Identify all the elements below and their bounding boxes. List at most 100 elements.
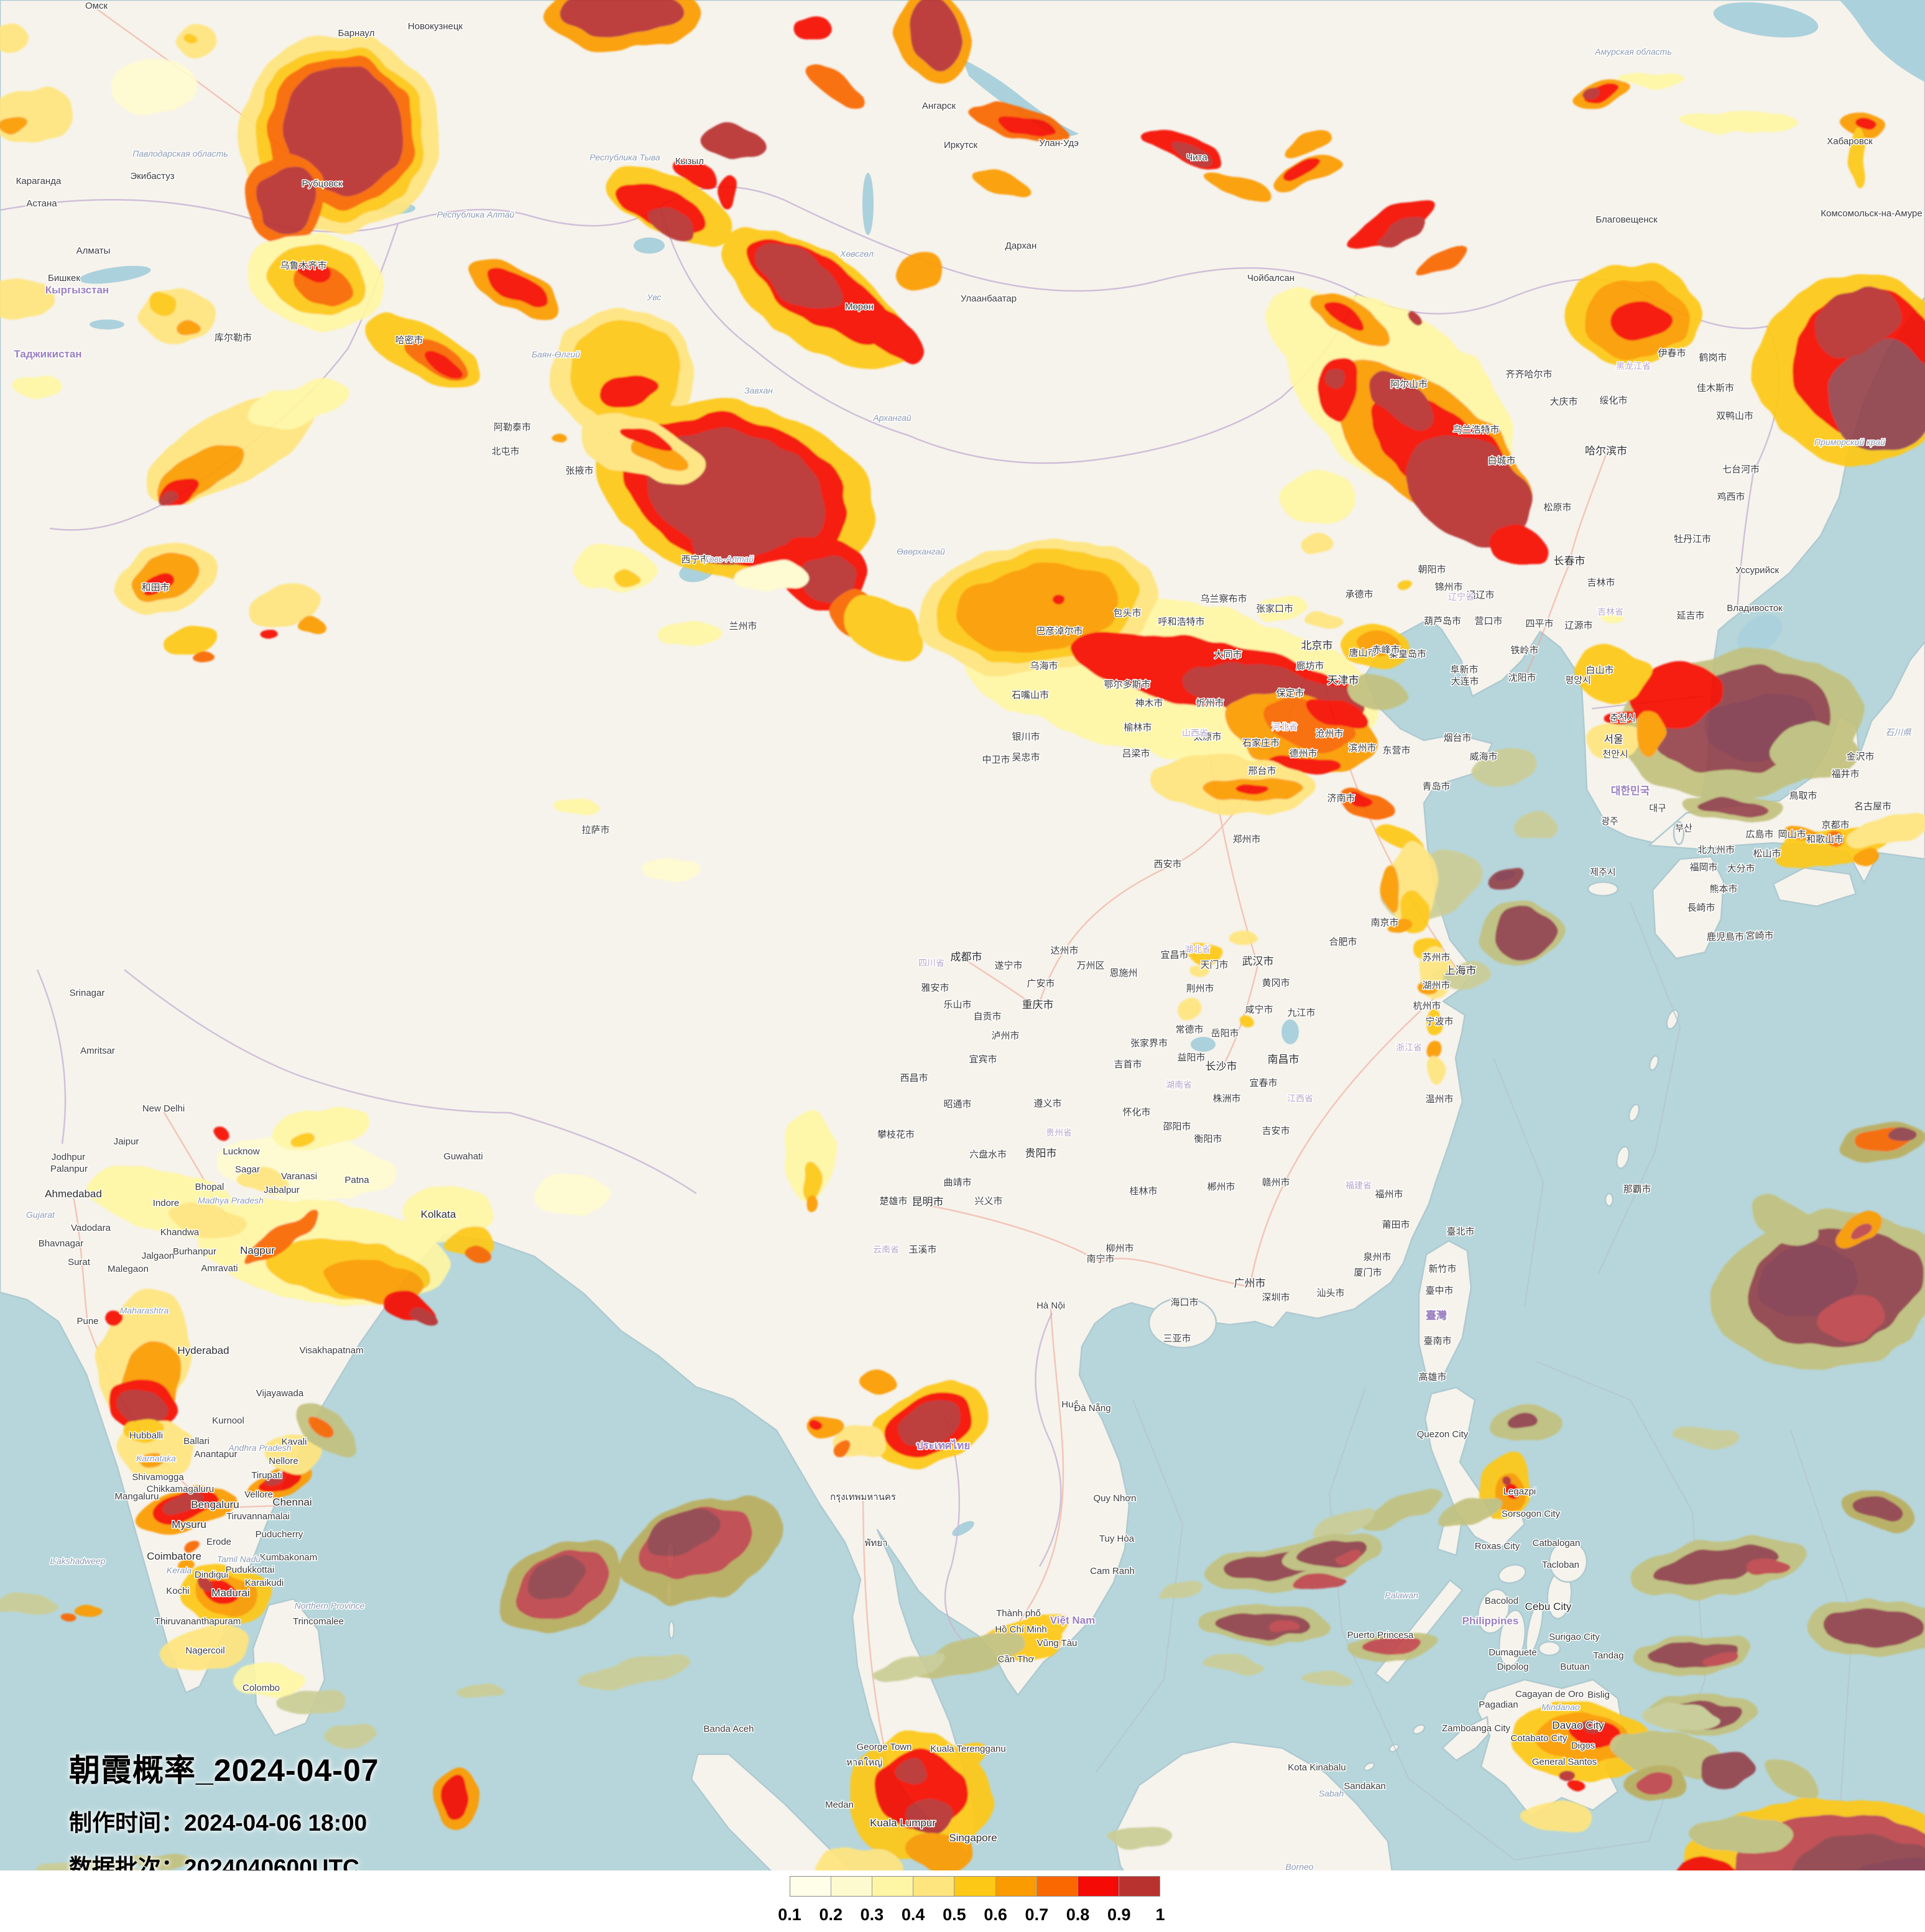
heat-blob — [953, 1741, 990, 1765]
map-label: 石川県 — [1885, 727, 1912, 737]
heat-blob — [1425, 1006, 1441, 1033]
map-label: 桂林市 — [1129, 1186, 1157, 1197]
heat-blob — [872, 1652, 946, 1682]
heat-blob — [1266, 1621, 1298, 1634]
map-label: 七台河市 — [1722, 464, 1760, 475]
map-label: Ангарск — [922, 101, 956, 111]
heat-blob — [257, 165, 317, 233]
map-label: 哈密市 — [395, 335, 423, 346]
map-label: 吉林省 — [1597, 607, 1623, 617]
heat-blob — [1829, 343, 1925, 453]
heat-blob — [1349, 200, 1436, 247]
map-label: 济南市 — [1327, 793, 1355, 804]
map-label: 대구 — [1649, 803, 1666, 814]
map-label: Владивосток — [1727, 603, 1783, 614]
heat-blob — [264, 1472, 285, 1486]
heat-blob — [1306, 614, 1343, 629]
heat-blob — [1367, 370, 1433, 428]
map-label: Хөвсгөл — [839, 249, 874, 259]
heat-blob — [1385, 918, 1410, 935]
heat-blob — [596, 372, 660, 409]
heat-blob — [1405, 435, 1533, 548]
map-label: Sabah — [1319, 1788, 1344, 1798]
map-label: 荆州市 — [1186, 983, 1214, 994]
legend-cell — [1078, 1877, 1119, 1896]
map-label: 河北省 — [1272, 722, 1298, 732]
map-label: 怀化市 — [1122, 1107, 1150, 1118]
map-label: Nagpur — [240, 1244, 275, 1256]
heat-blob — [323, 1724, 376, 1747]
map-label: 熊本市 — [1709, 884, 1737, 895]
map-label: Kuala Lumpur — [870, 1817, 936, 1829]
heat-blob — [553, 799, 603, 817]
map-label: 那覇市 — [1623, 1184, 1651, 1195]
map-label: 福建省 — [1346, 1180, 1372, 1190]
map-label: George Town — [857, 1742, 912, 1752]
map-label: Kolkata — [421, 1208, 456, 1220]
heat-blob — [174, 322, 199, 337]
map-label: Sorsogon City — [1502, 1509, 1561, 1519]
map-label: 海口市 — [1170, 1297, 1198, 1308]
map-label: 咸宁市 — [1245, 1005, 1273, 1015]
map-label: 葫芦岛市 — [1424, 616, 1461, 627]
heat-blob — [404, 1185, 494, 1242]
legend-value: 0.2 — [819, 1905, 842, 1924]
map-label: Chikkamagaluru — [147, 1484, 214, 1494]
map-label: 乌兰察布市 — [1200, 593, 1247, 604]
heat-blob — [560, 0, 684, 36]
heat-blob — [1020, 1614, 1069, 1640]
map-label: 松原市 — [1543, 502, 1571, 513]
map-label: 兰州市 — [729, 621, 757, 632]
heat-blob — [533, 1171, 611, 1216]
heat-blob — [1351, 790, 1372, 804]
map-label: 呼和浩特市 — [1158, 617, 1204, 627]
map-label: Комсомольск-на-Амуре — [1821, 208, 1922, 219]
map-label: Кыргызстан — [45, 284, 109, 296]
map-label: 延吉市 — [1676, 610, 1704, 621]
heat-blob — [1257, 598, 1307, 620]
heat-blob — [1365, 1636, 1421, 1652]
map-label: Medan — [825, 1800, 854, 1810]
map-label: 巴彦淖尔市 — [1036, 626, 1083, 637]
heat-blob — [1492, 907, 1557, 958]
map-label: Tuy Hòa — [1099, 1534, 1135, 1544]
map-label: 鹿児島市 — [1707, 932, 1744, 942]
heat-blob — [1404, 311, 1421, 325]
map-label: 昆明市 — [912, 1196, 944, 1208]
heat-blob — [487, 267, 548, 308]
map-label: Mysuru — [172, 1519, 206, 1530]
heat-blob — [1515, 815, 1559, 841]
map-label: 大连市 — [1451, 676, 1479, 687]
map-label: Jaipur — [114, 1136, 139, 1147]
map-label: 保定市 — [1276, 688, 1304, 699]
map-label: 新竹市 — [1428, 1264, 1456, 1274]
heat-blob — [1332, 1551, 1360, 1563]
map-label: Караганда — [16, 176, 62, 186]
map-label: 南宁市 — [1086, 1254, 1114, 1264]
map-label: Мөрөн — [845, 301, 874, 312]
map-label: Bengaluru — [191, 1499, 239, 1511]
map-label: Tirupati — [251, 1470, 282, 1481]
map-label: Чита — [1186, 152, 1207, 163]
map-label: 恩施州 — [1109, 968, 1137, 978]
heat-blob — [905, 1831, 975, 1871]
heat-blob — [0, 116, 26, 133]
map-label: Malegaon — [108, 1264, 149, 1274]
map-label: 京都市 — [1821, 820, 1849, 830]
heat-blob — [177, 1560, 197, 1574]
map-label: 黑龙江省 — [1616, 361, 1651, 371]
map-label: General Santos — [1532, 1757, 1597, 1767]
map-label: Bislig — [1587, 1690, 1610, 1700]
heat-blob — [1850, 1221, 1874, 1238]
heat-blob — [971, 171, 1032, 196]
map-label: Karaikudi — [245, 1578, 284, 1588]
heat-blob — [1229, 931, 1257, 945]
heat-blob — [782, 1113, 835, 1200]
heat-blob — [647, 206, 696, 241]
map-label: 遂宁市 — [994, 960, 1022, 971]
map-label: 黄冈市 — [1262, 978, 1290, 988]
map-label: Kota Kinabalu — [1288, 1762, 1346, 1773]
legend-value: 1 — [1155, 1905, 1165, 1924]
